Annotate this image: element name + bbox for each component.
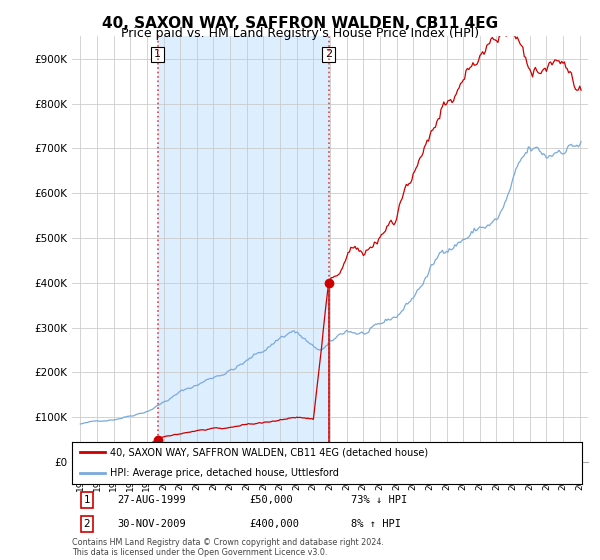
Text: £50,000: £50,000 xyxy=(249,495,293,505)
Text: HPI: Average price, detached house, Uttlesford: HPI: Average price, detached house, Uttl… xyxy=(110,468,339,478)
Text: Price paid vs. HM Land Registry's House Price Index (HPI): Price paid vs. HM Land Registry's House … xyxy=(121,27,479,40)
Text: £400,000: £400,000 xyxy=(249,519,299,529)
Text: Contains HM Land Registry data © Crown copyright and database right 2024.
This d: Contains HM Land Registry data © Crown c… xyxy=(72,538,384,557)
Bar xyxy=(158,36,329,462)
Text: 1: 1 xyxy=(83,495,91,505)
Text: 27-AUG-1999: 27-AUG-1999 xyxy=(117,495,186,505)
Text: 40, SAXON WAY, SAFFRON WALDEN, CB11 4EG (detached house): 40, SAXON WAY, SAFFRON WALDEN, CB11 4EG … xyxy=(110,447,428,458)
Text: 30-NOV-2009: 30-NOV-2009 xyxy=(117,519,186,529)
Text: 73% ↓ HPI: 73% ↓ HPI xyxy=(351,495,407,505)
Text: 2: 2 xyxy=(83,519,91,529)
Text: 40, SAXON WAY, SAFFRON WALDEN, CB11 4EG: 40, SAXON WAY, SAFFRON WALDEN, CB11 4EG xyxy=(102,16,498,31)
Text: 1: 1 xyxy=(154,49,161,59)
Text: 8% ↑ HPI: 8% ↑ HPI xyxy=(351,519,401,529)
Text: 2: 2 xyxy=(325,49,332,59)
